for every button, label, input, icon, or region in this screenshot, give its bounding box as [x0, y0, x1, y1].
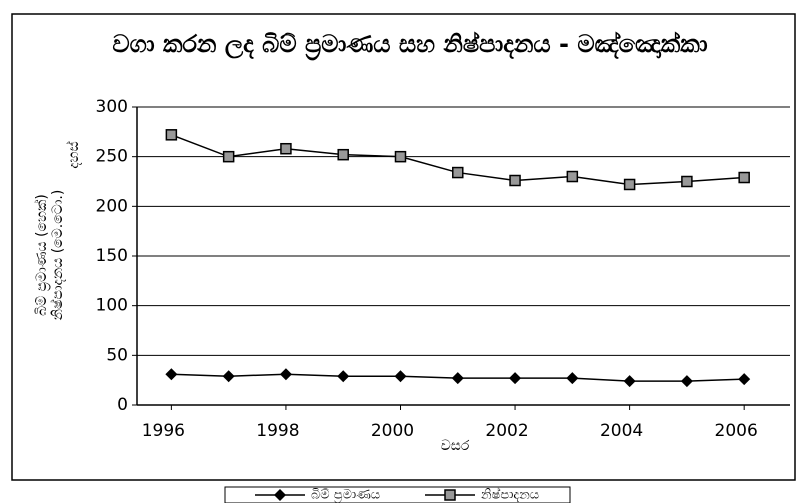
y-tick-label: 300	[96, 97, 128, 117]
point-marker	[623, 375, 636, 388]
y-tick-label: 250	[96, 147, 128, 167]
point-marker	[280, 142, 292, 155]
x-tick-label: 2002	[485, 421, 528, 441]
x-tick-label: 1996	[142, 421, 185, 441]
point-marker	[681, 175, 693, 188]
point-marker	[337, 370, 350, 383]
point-marker	[623, 178, 636, 191]
point-marker	[451, 372, 464, 385]
point-marker	[452, 166, 464, 179]
point-marker	[222, 370, 235, 383]
y-axis-label-line: නිෂ්පාදනය (මෙ.ටො.)	[50, 190, 66, 321]
chart-title: වගා කරන ලද බිම් ප්‍රමාණය සහ නිෂ්පාදනය - …	[112, 30, 707, 61]
point-marker	[566, 170, 579, 183]
y-axis-label: බිම් ප්‍රමාණය (හෙක්) නිෂ්පාදනය (මෙ.ටො.) …	[34, 141, 82, 320]
point-marker	[394, 370, 407, 383]
point-marker	[165, 129, 178, 141]
legend-marker	[274, 489, 286, 501]
legend-box	[224, 486, 571, 503]
y-axis-label-line: බිම් ප්‍රමාණය (හෙක්)	[34, 194, 51, 316]
point-marker	[222, 150, 235, 163]
y-tick-label: 200	[96, 196, 128, 216]
y-tick-label: 50	[106, 345, 128, 365]
point-marker	[394, 150, 407, 163]
x-tick-label: 1998	[256, 421, 299, 441]
legend-marker	[444, 489, 456, 501]
point-marker	[337, 148, 349, 161]
x-tick-label: 2000	[371, 421, 414, 441]
y-tick-label: 100	[96, 296, 128, 316]
y-tick-label: 0	[117, 395, 128, 415]
legend-label: බිම් ප්‍රමාණය	[311, 488, 380, 503]
point-marker	[566, 372, 579, 385]
point-marker	[165, 368, 178, 381]
point-marker	[279, 368, 292, 381]
y-tick-label: 150	[96, 246, 128, 266]
y-axis-label-line: දහස්	[66, 141, 82, 168]
point-marker	[738, 373, 751, 386]
x-tick-label: 2004	[600, 421, 643, 441]
point-marker	[509, 372, 522, 385]
x-axis-label: වසර	[441, 438, 470, 454]
legend-label: නිෂ්පාදනය	[481, 486, 539, 502]
point-marker	[509, 174, 521, 187]
x-tick-label: 2006	[715, 421, 758, 441]
chart-frame	[11, 13, 796, 481]
point-marker	[680, 375, 693, 388]
point-marker	[738, 171, 750, 184]
